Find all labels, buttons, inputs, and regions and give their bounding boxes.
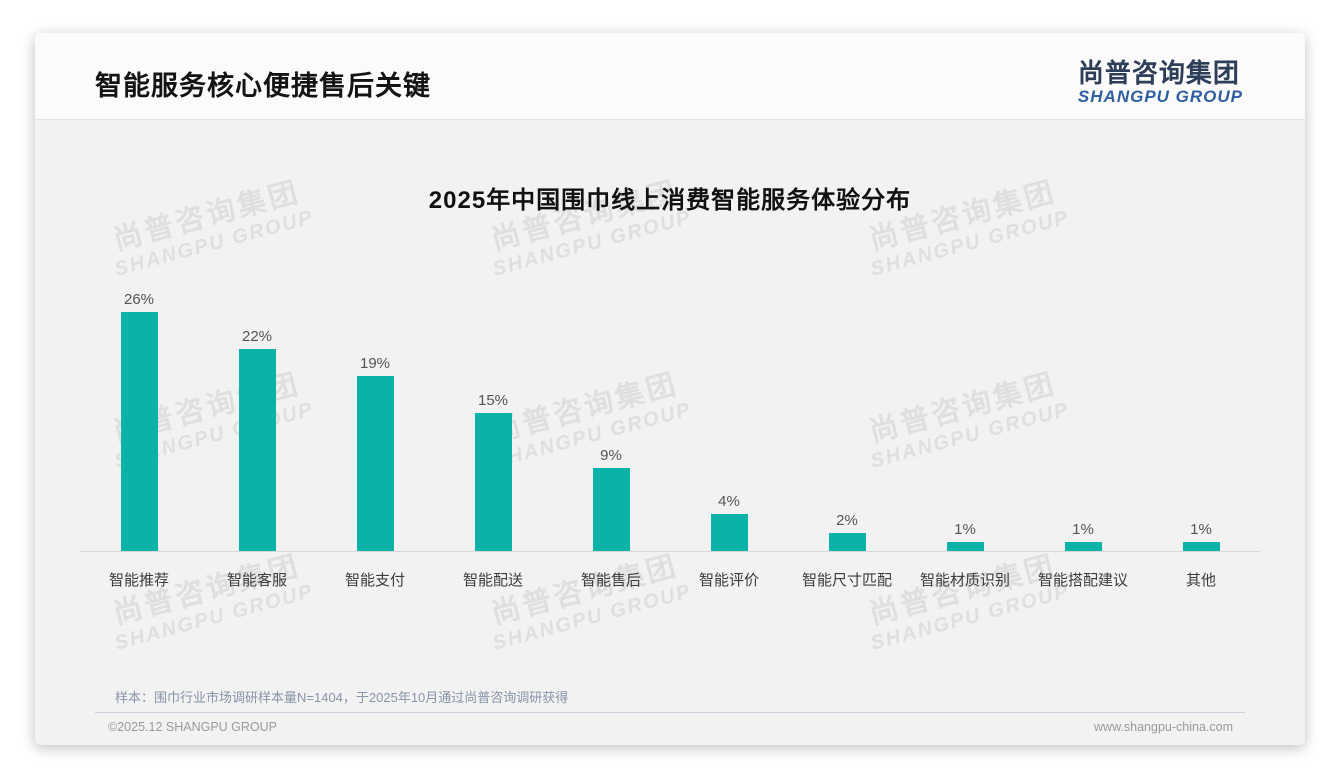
- x-axis-label: 智能推荐: [108, 572, 169, 589]
- company-logo: 尚普咨询集团 SHANGPU GROUP: [1078, 60, 1243, 105]
- page-title: 智能服务核心便捷售后关键: [95, 71, 431, 101]
- bar-value-label: 4%: [718, 493, 740, 511]
- bar-column: 22%: [198, 273, 316, 551]
- bar: [828, 532, 866, 551]
- bar: [120, 311, 158, 551]
- bar-column: 15%: [434, 273, 552, 551]
- footer-url: www.shangpu-china.com: [1094, 720, 1233, 734]
- x-axis-labels: 智能推荐 智能客服 智能支付 智能配送 智能售后 智能评价 智能尺寸匹配 智能材质识别 智能搭配…: [80, 553, 1260, 590]
- bar-column: 1%: [1024, 273, 1142, 551]
- bar-value-label: 26%: [123, 290, 155, 308]
- x-axis-label: 智能客服: [226, 572, 287, 589]
- bar: [592, 468, 630, 551]
- bar-column: 1%: [1142, 273, 1260, 551]
- bar-column: 26%: [80, 273, 198, 551]
- chart-title: 2025年中国围巾线上消费智能服务体验分布: [428, 187, 912, 214]
- bar-chart-plot: 26% 22% 19% 15% 9% 4% 2% 1% 1% 1%: [80, 273, 1260, 552]
- bar-value-label: 1%: [1190, 520, 1212, 538]
- watermark-en-text: SHANGPU GROUP: [490, 206, 694, 281]
- bar-value-label: 1%: [954, 520, 976, 538]
- bar-value-label: 2%: [836, 511, 858, 529]
- x-axis-label: 智能评价: [698, 572, 759, 589]
- logo-en-text: SHANGPU GROUP: [1077, 87, 1243, 106]
- bar-value-label: 1%: [1072, 520, 1094, 538]
- logo-cn-text: 尚普咨询集团: [1077, 58, 1240, 88]
- bar-column: 2%: [788, 273, 906, 551]
- x-axis-label: 智能材质识别: [919, 572, 1010, 589]
- bar: [356, 376, 394, 551]
- slide-footer: ©2025.12 SHANGPU GROUP www.shangpu-china…: [108, 720, 1233, 734]
- bar-value-label: 9%: [600, 447, 622, 465]
- bar: [946, 541, 984, 551]
- slide-header: 智能服务核心便捷售后关键 尚普咨询集团 SHANGPU GROUP: [35, 33, 1305, 120]
- bar: [1182, 541, 1220, 551]
- watermark-en-text: SHANGPU GROUP: [868, 206, 1072, 281]
- watermark-en-text: SHANGPU GROUP: [112, 580, 316, 655]
- bar-value-label: 19%: [359, 355, 391, 373]
- x-axis-label: 智能尺寸匹配: [801, 572, 892, 589]
- x-axis-label: 智能配送: [462, 572, 523, 589]
- watermark-en-text: SHANGPU GROUP: [112, 206, 316, 281]
- bar: [710, 514, 748, 551]
- footer-copyright: ©2025.12 SHANGPU GROUP: [108, 720, 277, 734]
- bar: [1064, 541, 1102, 551]
- bar-column: 9%: [552, 273, 670, 551]
- footer-divider: [95, 712, 1245, 713]
- watermark-en-text: SHANGPU GROUP: [490, 580, 694, 655]
- bar: [474, 413, 512, 551]
- bar-column: 1%: [906, 273, 1024, 551]
- bar-value-label: 22%: [241, 327, 273, 345]
- x-axis-label: 智能售后: [580, 572, 641, 589]
- bar-column: 19%: [316, 273, 434, 551]
- bar: [238, 348, 276, 551]
- bar-value-label: 15%: [477, 392, 509, 409]
- slide-card: 尚普咨询集团 SHANGPU GROUP 尚普咨询集团 SHANGPU GROUP 尚普…: [35, 33, 1305, 745]
- x-axis-label: 其他: [1185, 572, 1216, 589]
- bar-column: 4%: [670, 273, 788, 551]
- x-axis-label: 智能支付: [344, 572, 405, 589]
- sample-footnote: 样本：围巾行业市场调研样本量N=1404，于2025年10月通过尚普咨询调研获得: [115, 690, 569, 705]
- x-axis-label: 智能搭配建议: [1037, 572, 1128, 589]
- watermark-en-text: SHANGPU GROUP: [868, 580, 1072, 655]
